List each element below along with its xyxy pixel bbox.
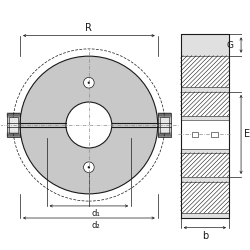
Bar bbox=[181, 177, 229, 182]
Bar bbox=[158, 113, 171, 137]
Bar bbox=[181, 120, 229, 149]
Text: R: R bbox=[86, 23, 92, 33]
Circle shape bbox=[66, 102, 112, 148]
Bar bbox=[181, 153, 229, 177]
Text: E: E bbox=[244, 130, 250, 140]
Bar bbox=[181, 92, 229, 116]
Bar bbox=[9, 117, 18, 133]
Bar bbox=[181, 213, 229, 218]
Circle shape bbox=[88, 166, 90, 168]
Circle shape bbox=[84, 78, 94, 88]
Text: G: G bbox=[227, 40, 234, 50]
Text: b: b bbox=[202, 230, 208, 240]
Text: d₂: d₂ bbox=[92, 221, 100, 230]
Polygon shape bbox=[20, 56, 158, 194]
Circle shape bbox=[84, 162, 94, 172]
Bar bbox=[211, 132, 218, 137]
Bar bbox=[181, 149, 229, 153]
Circle shape bbox=[88, 82, 90, 84]
Text: d₁: d₁ bbox=[92, 209, 100, 218]
Bar bbox=[181, 34, 229, 56]
Bar bbox=[7, 113, 20, 137]
Bar bbox=[181, 116, 229, 120]
Bar bbox=[160, 117, 168, 133]
Bar bbox=[181, 182, 229, 213]
Bar bbox=[192, 132, 198, 137]
Bar bbox=[181, 87, 229, 92]
Bar bbox=[181, 56, 229, 87]
